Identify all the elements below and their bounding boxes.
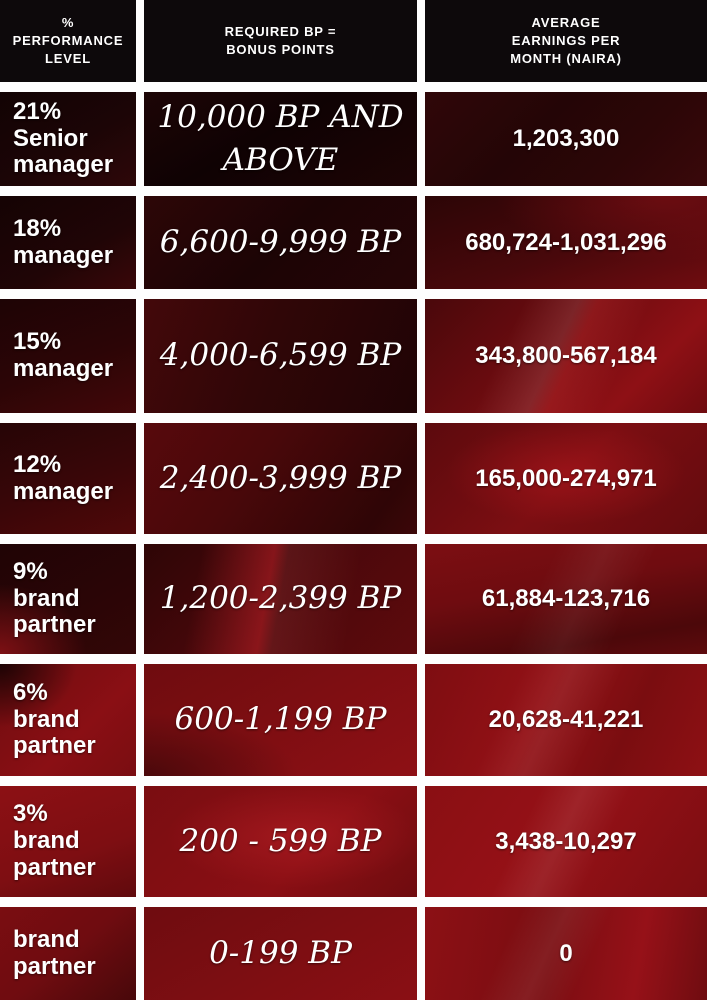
earnings-cell-row1: 1,203,300 [425,92,707,186]
level-cell-row4: 12% manager [0,423,136,534]
level-cell-row6: 6% brand partner [0,664,136,776]
bp-cell-row8: 0-199 BP [144,907,417,1000]
level-label: 3% brand partner [13,800,96,881]
earnings-cell-row4: 165,000-274,971 [425,423,707,534]
earnings-cell-row5: 61,884-123,716 [425,544,707,654]
bp-cell-row5: 1,200-2,399 BP [144,544,417,654]
level-cell-row5: 9% brand partner [0,544,136,654]
earnings-label: 3,438-10,297 [495,827,637,855]
earnings-label: 61,884-123,716 [481,585,651,612]
level-label: 12% manager [13,450,114,505]
level-cell-row8: brand partner [0,907,136,1000]
bp-cell-row1: 10,000 BP AND ABOVE [144,92,417,186]
bp-label: 2,400-3,999 BP [159,459,402,496]
earnings-cell-row8: 0 [425,907,707,1000]
level-cell-row1: 21% Senior manager [0,92,136,186]
earnings-label: 20,628-41,221 [488,706,644,733]
header-average-earnings: AVERAGE EARNINGS PER MONTH (NAIRA) [425,0,707,82]
level-label: 18% manager [13,214,114,269]
level-cell-row7: 3% brand partner [0,786,136,897]
bp-label: 1,200-2,399 BP [159,580,402,617]
bp-label: 0-199 BP [209,934,352,971]
earnings-label: 343,800-567,184 [475,342,657,369]
bp-cell-row3: 4,000-6,599 BP [144,299,417,413]
bp-label: 4,000-6,599 BP [159,337,402,374]
earnings-cell-row3: 343,800-567,184 [425,299,707,413]
level-label: 21% Senior manager [13,97,114,179]
bp-cell-row6: 600-1,199 BP [144,664,417,776]
header-average-earnings-label: AVERAGE EARNINGS PER MONTH (NAIRA) [510,14,622,67]
header-performance-level-label: % PERFORMANCE LEVEL [12,14,124,67]
earnings-label: 680,724-1,031,296 [465,228,667,256]
level-label: 6% brand partner [13,678,96,760]
level-cell-row3: 15% manager [0,299,136,413]
bp-label: 600-1,199 BP [174,701,387,738]
earnings-label: 0 [559,939,573,967]
header-performance-level: % PERFORMANCE LEVEL [0,0,136,82]
level-label: 15% manager [13,328,114,382]
bp-label: 10,000 BP AND ABOVE [157,98,404,178]
level-label: 9% brand partner [13,557,96,639]
level-label: brand partner [13,925,96,980]
earnings-label: 1,203,300 [512,125,620,152]
bp-cell-row7: 200 - 599 BP [144,786,417,897]
bp-label: 6,600-9,999 BP [159,223,402,260]
earnings-label: 165,000-274,971 [475,464,657,492]
earnings-cell-row2: 680,724-1,031,296 [425,196,707,289]
level-cell-row2: 18% manager [0,196,136,289]
bp-cell-row2: 6,600-9,999 BP [144,196,417,289]
bp-cell-row4: 2,400-3,999 BP [144,423,417,534]
header-required-bp: REQUIRED BP = BONUS POINTS [144,0,417,82]
earnings-cell-row7: 3,438-10,297 [425,786,707,897]
bp-label: 200 - 599 BP [179,822,382,859]
earnings-cell-row6: 20,628-41,221 [425,664,707,776]
header-required-bp-label: REQUIRED BP = BONUS POINTS [224,23,337,57]
